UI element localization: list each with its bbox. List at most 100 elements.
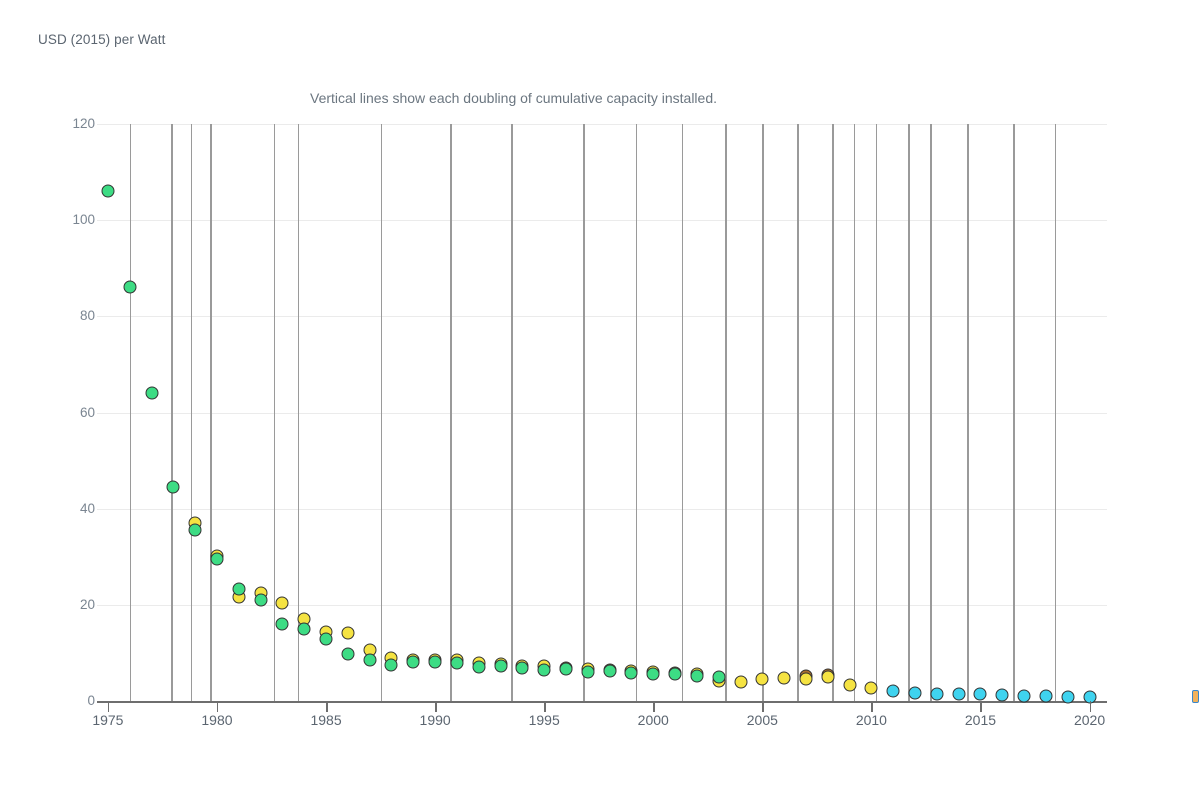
y-axis-title: USD (2015) per Watt: [38, 32, 166, 47]
doubling-vertical-line: [681, 124, 684, 701]
data-point[interactable]: [668, 667, 682, 681]
data-point[interactable]: [319, 632, 333, 646]
x-tick-mark: [107, 701, 110, 712]
data-point[interactable]: [690, 669, 704, 683]
data-point[interactable]: [908, 686, 922, 700]
data-point[interactable]: [406, 655, 420, 669]
doubling-vertical-line: [1054, 124, 1057, 701]
horizontal-gridline: [97, 508, 1107, 510]
x-tick-label: 1995: [528, 712, 560, 728]
data-point[interactable]: [101, 184, 115, 198]
doubling-vertical-line: [762, 124, 764, 701]
doubling-vertical-line: [853, 124, 856, 701]
data-point[interactable]: [559, 662, 573, 676]
y-tick-label: 20: [79, 596, 95, 612]
data-point[interactable]: [166, 480, 180, 494]
data-point[interactable]: [973, 687, 987, 701]
chart-subtitle: Vertical lines show each doubling of cum…: [310, 90, 718, 106]
doubling-vertical-line: [725, 124, 727, 701]
data-point[interactable]: [275, 617, 289, 631]
x-tick-label: 2005: [746, 712, 778, 728]
data-point[interactable]: [995, 688, 1009, 702]
x-tick-mark: [1089, 701, 1092, 712]
data-point[interactable]: [755, 672, 769, 686]
doubling-vertical-line: [635, 124, 638, 701]
data-point[interactable]: [123, 280, 137, 294]
data-point[interactable]: [232, 582, 246, 596]
data-point[interactable]: [712, 670, 726, 684]
x-tick-label: 2020: [1073, 712, 1106, 728]
data-point[interactable]: [210, 552, 224, 566]
data-point[interactable]: [777, 671, 791, 685]
data-point[interactable]: [363, 653, 377, 667]
data-point[interactable]: [450, 656, 464, 670]
data-point[interactable]: [734, 675, 748, 689]
data-point[interactable]: [1061, 690, 1075, 704]
x-axis-line: [97, 701, 1107, 703]
data-point[interactable]: [341, 647, 355, 661]
doubling-vertical-line: [797, 124, 799, 701]
data-point[interactable]: [864, 681, 878, 695]
data-point[interactable]: [275, 596, 289, 610]
data-point[interactable]: [952, 687, 966, 701]
plot-area: [97, 124, 1107, 704]
data-point[interactable]: [494, 659, 508, 673]
data-point[interactable]: [472, 660, 486, 674]
data-point[interactable]: [1039, 689, 1053, 703]
edge-marker-icon: [1192, 690, 1199, 703]
data-point[interactable]: [297, 622, 311, 636]
data-point[interactable]: [1017, 689, 1031, 703]
data-point[interactable]: [799, 672, 813, 686]
data-point[interactable]: [821, 670, 835, 684]
data-point[interactable]: [537, 663, 551, 677]
doubling-vertical-line: [511, 124, 513, 701]
doubling-vertical-line: [190, 124, 193, 701]
doubling-vertical-line: [450, 124, 452, 701]
horizontal-gridline: [97, 316, 1107, 318]
doubling-vertical-line: [908, 124, 910, 701]
x-tick-mark: [216, 701, 219, 712]
doubling-vertical-line: [832, 124, 834, 701]
doubling-vertical-line: [171, 124, 173, 701]
doubling-vertical-line: [875, 124, 878, 701]
x-tick-label: 2000: [637, 712, 669, 728]
data-point[interactable]: [254, 593, 268, 607]
data-point[interactable]: [646, 667, 660, 681]
data-point[interactable]: [930, 687, 944, 701]
doubling-vertical-line: [967, 124, 969, 701]
x-tick-mark: [980, 701, 982, 712]
doubling-vertical-line: [129, 124, 132, 701]
x-tick-label: 2015: [964, 712, 997, 728]
x-tick-label: 1975: [92, 712, 124, 728]
doubling-vertical-line: [273, 124, 276, 701]
x-tick-mark: [435, 701, 437, 712]
data-point[interactable]: [428, 655, 442, 669]
x-tick-label: 1990: [419, 712, 451, 728]
data-point[interactable]: [515, 661, 529, 675]
y-tick-label: 80: [79, 308, 95, 324]
y-tick-label: 40: [79, 500, 95, 516]
x-tick-label: 2010: [855, 712, 887, 728]
horizontal-gridline: [97, 604, 1107, 606]
y-tick-label: 100: [72, 212, 95, 228]
data-point[interactable]: [603, 664, 617, 678]
data-point[interactable]: [188, 523, 202, 537]
doubling-vertical-line: [583, 124, 585, 701]
data-point[interactable]: [843, 678, 857, 692]
data-point[interactable]: [145, 386, 159, 400]
horizontal-gridline: [97, 412, 1107, 414]
y-tick-label: 0: [87, 693, 95, 708]
data-point[interactable]: [341, 626, 355, 640]
data-point[interactable]: [624, 666, 638, 680]
y-tick-label: 60: [79, 404, 95, 420]
data-point[interactable]: [384, 658, 398, 672]
x-tick-label: 1985: [310, 712, 342, 728]
doubling-vertical-line: [210, 124, 212, 701]
y-tick-label: 120: [72, 116, 95, 131]
doubling-vertical-line: [930, 124, 932, 701]
data-point[interactable]: [581, 665, 595, 679]
x-tick-mark: [326, 701, 328, 712]
data-point[interactable]: [886, 684, 900, 698]
x-tick-mark: [871, 701, 873, 712]
